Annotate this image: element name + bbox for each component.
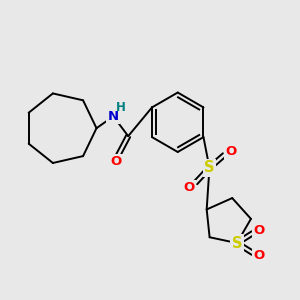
Text: S: S (204, 160, 215, 175)
Text: O: O (111, 155, 122, 168)
Text: O: O (183, 181, 194, 194)
Text: O: O (253, 249, 264, 262)
Text: H: H (116, 101, 126, 114)
Text: S: S (232, 236, 242, 250)
Text: O: O (253, 224, 264, 237)
Text: O: O (226, 146, 237, 158)
Text: N: N (108, 110, 119, 123)
